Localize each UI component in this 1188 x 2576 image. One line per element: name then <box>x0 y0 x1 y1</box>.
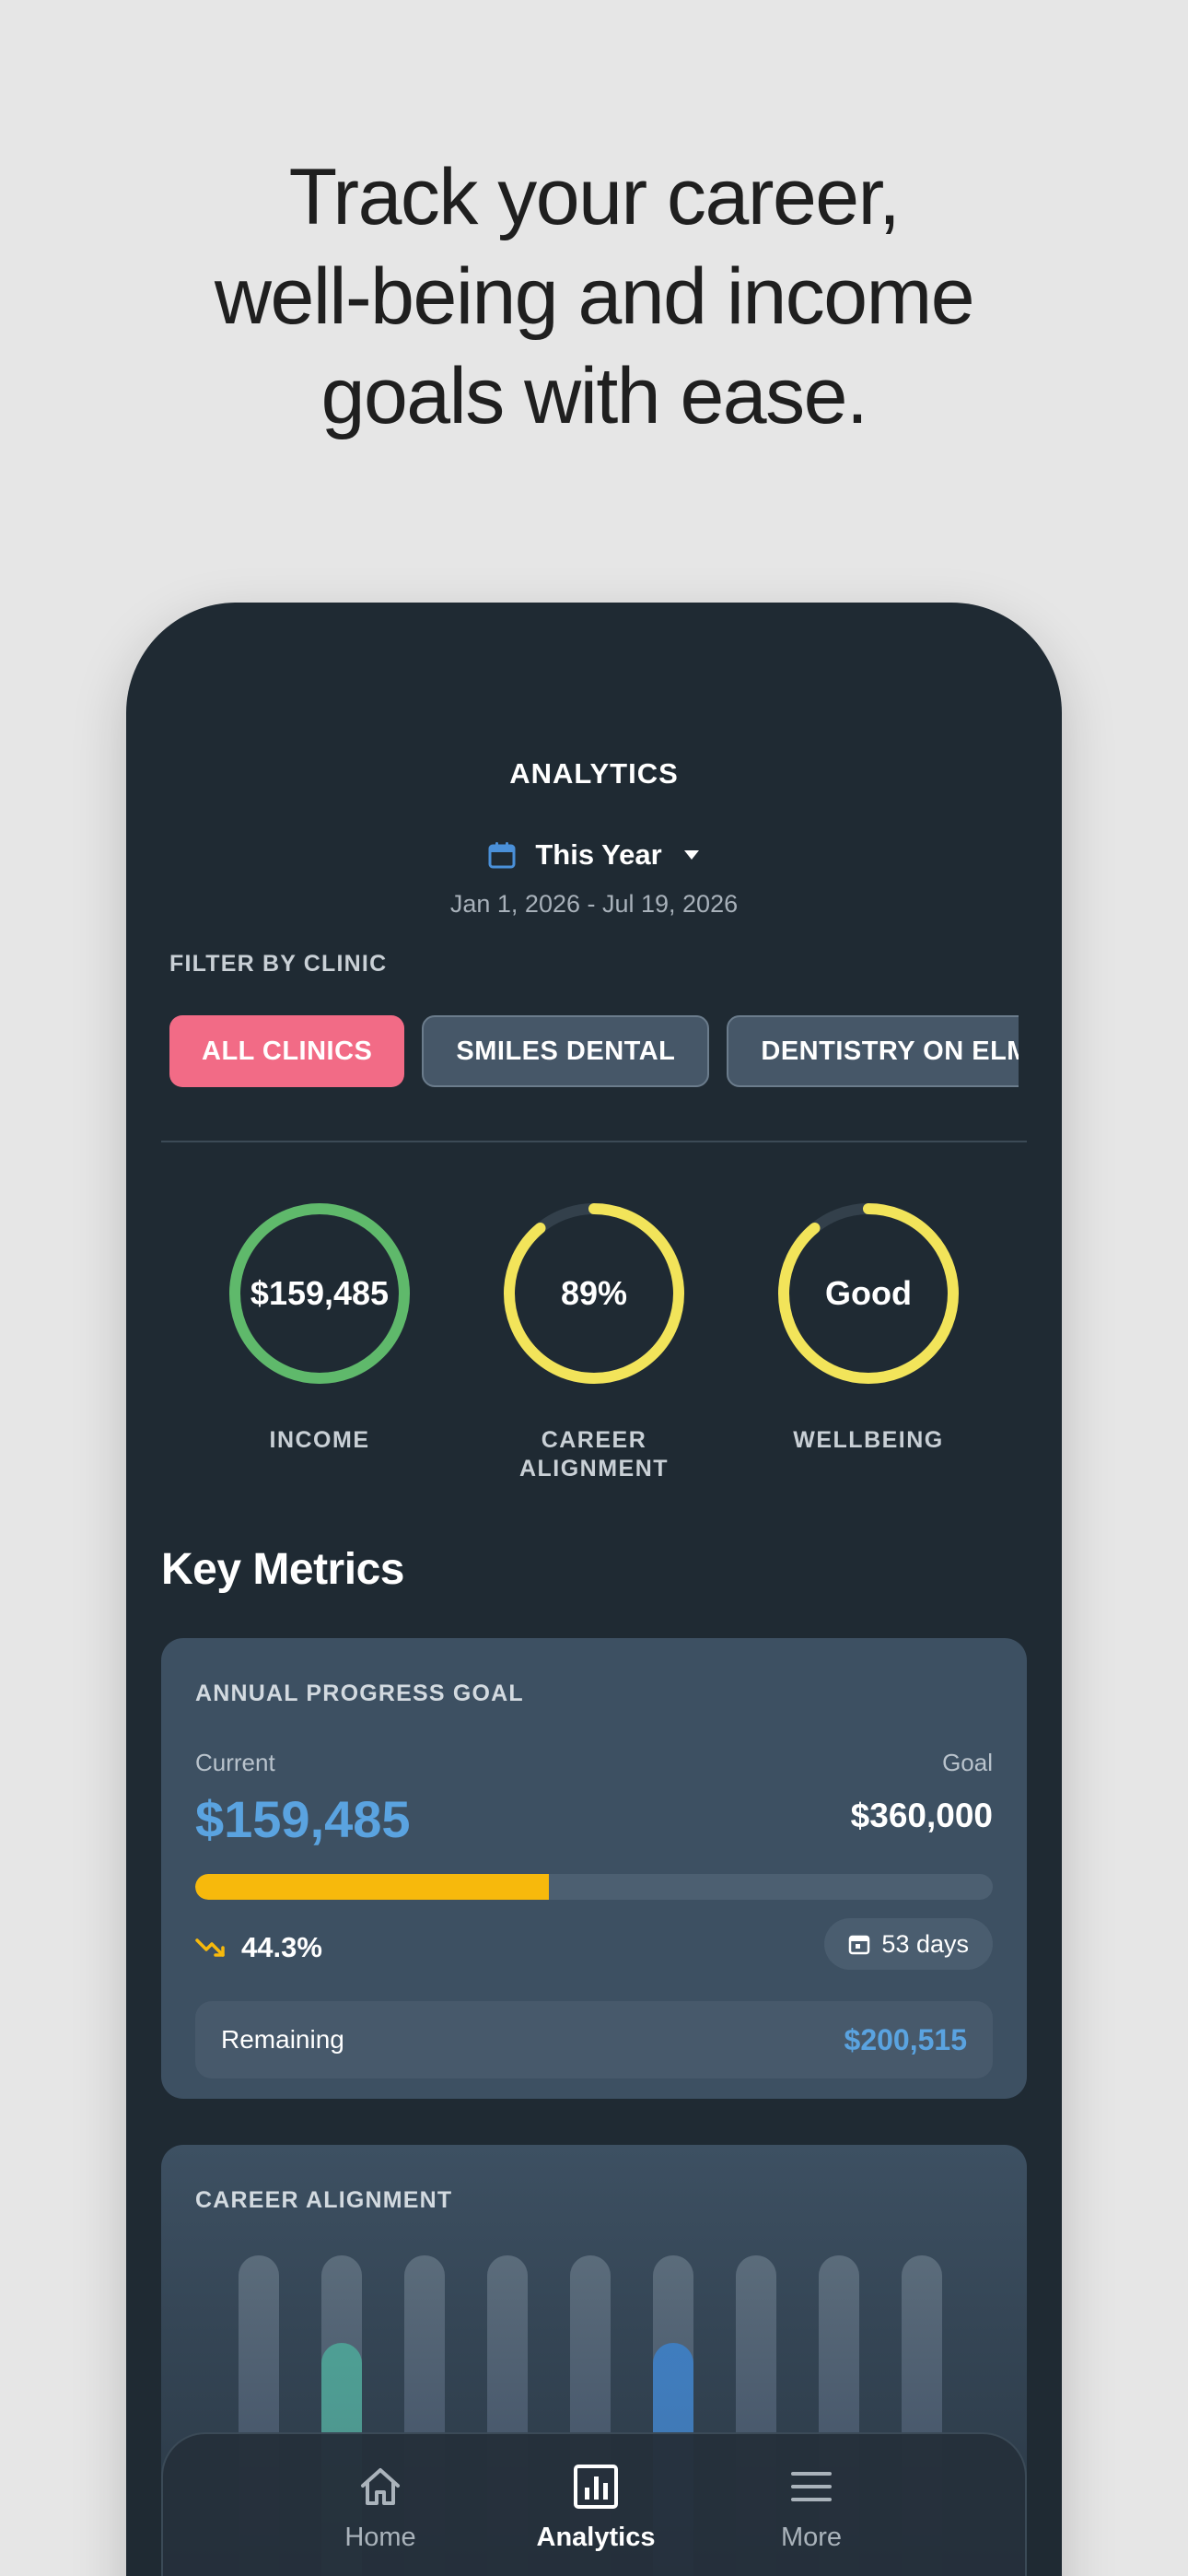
analytics-icon <box>574 2465 618 2509</box>
goal-label: Goal <box>942 1749 993 1776</box>
calendar-icon <box>849 1935 870 1955</box>
career-alignment-title: CAREER ALIGNMENT <box>195 2187 453 2213</box>
remaining-label: Remaining <box>221 2025 344 2054</box>
current-label: Current <box>195 1749 275 1776</box>
key-metrics-heading: Key Metrics <box>161 1545 404 1594</box>
career-ring[interactable]: 89% CAREER ALIGNMENT <box>493 1200 695 1483</box>
period-label: This Year <box>535 838 662 871</box>
filter-label: FILTER BY CLINIC <box>169 951 388 977</box>
bottom-tab-bar: Home Analytics More <box>161 2432 1027 2576</box>
income-value: $159,485 <box>250 1274 390 1312</box>
percent-text: 44.3% <box>241 1931 322 1963</box>
trend-down-icon <box>195 1938 225 1957</box>
headline-line-1: Track your career, <box>288 153 901 241</box>
divider <box>161 1141 1027 1142</box>
wellbeing-label: WELLBEING <box>793 1427 944 1453</box>
headline: Track your career, well-being and income… <box>0 147 1188 446</box>
wellbeing-value: Good <box>825 1274 912 1312</box>
career-ring-gauge <box>504 1203 684 1384</box>
chip-smiles-dental[interactable]: SMILES DENTAL <box>422 1015 710 1087</box>
income-label: INCOME <box>269 1427 370 1453</box>
remaining-value: $200,515 <box>844 2023 967 2056</box>
career-label-line-2: ALIGNMENT <box>518 1456 670 1481</box>
trend-indicator: 44.3% <box>195 1931 322 1964</box>
tab-more[interactable]: More <box>719 2462 903 2553</box>
phone-frame: ANALYTICS This Year Jan 1, 2026 - Jul 19… <box>126 603 1062 2576</box>
wellbeing-ring-gauge <box>778 1203 959 1384</box>
period-selector[interactable]: This Year <box>126 838 1062 872</box>
calendar-icon <box>488 842 516 869</box>
wellbeing-ring[interactable]: Good WELLBEING <box>767 1200 970 1455</box>
home-icon <box>361 2468 400 2505</box>
annual-progress-card[interactable]: ANNUAL PROGRESS GOAL Current Goal $159,4… <box>161 1638 1027 2099</box>
current-value: $159,485 <box>195 1790 411 1848</box>
chip-all-clinics[interactable]: ALL CLINICS <box>169 1015 405 1087</box>
annual-progress-title: ANNUAL PROGRESS GOAL <box>195 1680 524 1706</box>
income-ring-gauge <box>229 1203 410 1384</box>
remaining-row: Remaining $200,515 <box>195 2001 993 2078</box>
career-label: CAREER ALIGNMENT <box>493 1426 695 1483</box>
chip-dentistry-on-elm[interactable]: DENTISTRY ON ELM <box>727 1015 1019 1087</box>
tab-analytics[interactable]: Analytics <box>504 2462 688 2553</box>
menu-icon <box>791 2472 832 2501</box>
days-badge: 53 days <box>824 1918 993 1970</box>
page-title: ANALYTICS <box>509 757 679 790</box>
date-range: Jan 1, 2026 - Jul 19, 2026 <box>449 890 739 918</box>
progress-bar <box>195 1874 993 1900</box>
career-value: 89% <box>560 1274 628 1312</box>
progress-bar-fill <box>195 1874 549 1900</box>
headline-line-2: well-being and income <box>214 252 975 341</box>
goal-value: $360,000 <box>850 1797 993 1834</box>
days-text: 53 days <box>881 1929 969 1958</box>
clinic-filter-chips: ALL CLINICS SMILES DENTAL DENTISTRY ON E… <box>169 1015 1019 1091</box>
caret-down-icon <box>683 850 699 860</box>
tab-home[interactable]: Home <box>288 2462 472 2553</box>
summary-rings: $159,485 INCOME 89% CAREER ALIGNMENT <box>126 1200 1062 1481</box>
career-label-line-1: CAREER <box>541 1427 647 1453</box>
tab-analytics-label: Analytics <box>536 2523 656 2552</box>
tab-more-label: More <box>780 2523 843 2552</box>
income-ring[interactable]: $159,485 INCOME <box>218 1200 421 1455</box>
tab-home-label: Home <box>344 2523 416 2552</box>
headline-line-3: goals with ease. <box>320 352 868 440</box>
